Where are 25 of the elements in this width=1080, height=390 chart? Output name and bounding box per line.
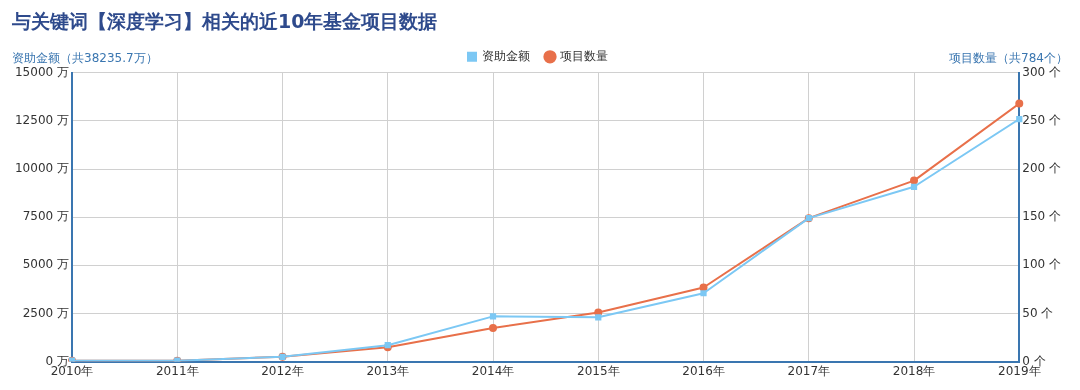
- y2-tick-label: 200 个: [1022, 161, 1061, 176]
- y2-tick-label: 100 个: [1022, 257, 1061, 272]
- x-tick-label: 2011年: [155, 363, 199, 378]
- chart-title: 与关键词【深度学习】相关的近10年基金项目数据: [11, 10, 438, 33]
- x-tick-label: 2013年: [366, 363, 410, 378]
- y-tick-label: 10000 万: [14, 161, 69, 176]
- y-tick-label: 15000 万: [14, 64, 69, 79]
- x-tick-label: 2012年: [261, 363, 304, 378]
- y-tick-label: 7500 万: [22, 209, 69, 224]
- y-tick-label: 5000 万: [22, 257, 69, 272]
- y2-tick-label: 150 个: [1022, 209, 1061, 224]
- legend-label: 资助金额: [482, 48, 530, 63]
- x-tick-label: 2018年: [892, 363, 936, 378]
- x-tick-label: 2017年: [787, 363, 831, 378]
- x-tick-label: 2015年: [576, 363, 620, 378]
- y-tick-label: 2500 万: [22, 305, 69, 320]
- y2-tick-label: 50 个: [1022, 305, 1054, 320]
- y2-tick-label: 300 个: [1022, 64, 1061, 79]
- legend-label: 项目数量: [560, 48, 608, 63]
- y-tick-label: 12500 万: [14, 113, 69, 128]
- y2-axis-title: 项目数量（共784个）: [949, 50, 1068, 65]
- y-axis-title: 资助金额（共38235.7万）: [12, 50, 158, 65]
- x-tick-label: 2014年: [471, 363, 515, 378]
- x-tick-label: 2016年: [682, 363, 725, 378]
- y2-tick-label: 250 个: [1022, 113, 1061, 128]
